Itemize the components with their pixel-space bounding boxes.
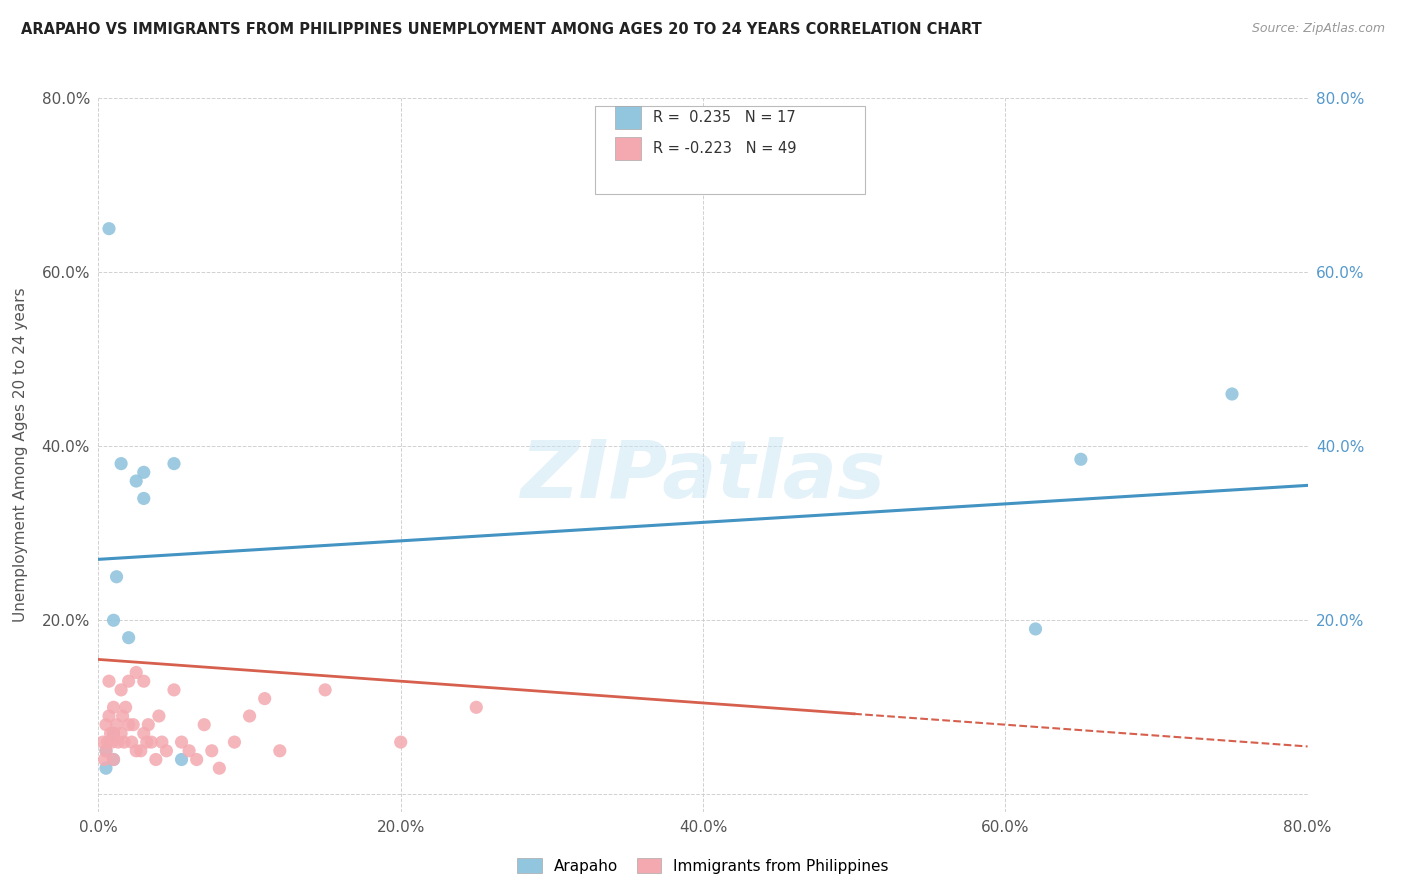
Point xyxy=(132,491,155,506)
Point xyxy=(1024,622,1046,636)
Point xyxy=(118,631,141,645)
Text: R = -0.223   N = 49: R = -0.223 N = 49 xyxy=(654,141,797,156)
Point xyxy=(136,717,159,731)
Point xyxy=(269,744,291,758)
Y-axis label: Unemployment Among Ages 20 to 24 years: Unemployment Among Ages 20 to 24 years xyxy=(13,287,28,623)
Point xyxy=(121,735,143,749)
Point xyxy=(314,682,336,697)
Point xyxy=(94,744,117,758)
Point xyxy=(141,735,163,749)
Point xyxy=(98,709,121,723)
Point xyxy=(253,691,276,706)
Point xyxy=(91,735,114,749)
Point xyxy=(111,709,134,723)
Point xyxy=(132,674,155,689)
Point xyxy=(103,726,125,740)
Point xyxy=(105,717,128,731)
Point xyxy=(208,761,231,775)
Point xyxy=(201,744,224,758)
Point xyxy=(129,744,152,758)
Point xyxy=(163,457,186,471)
Point xyxy=(103,752,125,766)
Point xyxy=(170,752,193,766)
Point xyxy=(145,752,167,766)
Point xyxy=(93,752,115,766)
Point xyxy=(94,717,117,731)
Point xyxy=(103,613,125,627)
Point xyxy=(125,744,148,758)
Point xyxy=(163,682,186,697)
Point xyxy=(94,744,117,758)
Point xyxy=(155,744,177,758)
Point xyxy=(107,735,129,749)
Point xyxy=(186,752,208,766)
Point xyxy=(103,726,125,740)
Point xyxy=(118,717,141,731)
Point xyxy=(100,726,122,740)
Point xyxy=(465,700,488,714)
Text: Source: ZipAtlas.com: Source: ZipAtlas.com xyxy=(1251,22,1385,36)
Point xyxy=(148,709,170,723)
Point xyxy=(125,474,148,488)
Point xyxy=(110,457,132,471)
Point xyxy=(112,735,135,749)
Point xyxy=(98,221,121,235)
Point xyxy=(150,735,173,749)
FancyBboxPatch shape xyxy=(595,106,865,194)
Point xyxy=(1220,387,1243,401)
Point xyxy=(193,717,215,731)
Point xyxy=(122,717,145,731)
Point xyxy=(170,735,193,749)
Point xyxy=(103,752,125,766)
Point xyxy=(98,674,121,689)
Point xyxy=(179,744,201,758)
FancyBboxPatch shape xyxy=(614,106,641,128)
Point xyxy=(132,726,155,740)
Point xyxy=(239,709,262,723)
Point xyxy=(94,761,117,775)
Text: R =  0.235   N = 17: R = 0.235 N = 17 xyxy=(654,110,796,125)
Legend: Arapaho, Immigrants from Philippines: Arapaho, Immigrants from Philippines xyxy=(512,852,894,880)
Point xyxy=(114,700,136,714)
Point xyxy=(1070,452,1092,467)
Point xyxy=(125,665,148,680)
Point xyxy=(118,674,141,689)
Point xyxy=(389,735,412,749)
Point xyxy=(110,682,132,697)
Point xyxy=(96,735,118,749)
FancyBboxPatch shape xyxy=(614,137,641,161)
Point xyxy=(132,466,155,480)
Text: ZIPatlas: ZIPatlas xyxy=(520,437,886,516)
Point xyxy=(101,735,124,749)
Point xyxy=(135,735,157,749)
Point xyxy=(105,570,128,584)
Point xyxy=(110,726,132,740)
Text: ARAPAHO VS IMMIGRANTS FROM PHILIPPINES UNEMPLOYMENT AMONG AGES 20 TO 24 YEARS CO: ARAPAHO VS IMMIGRANTS FROM PHILIPPINES U… xyxy=(21,22,981,37)
Point xyxy=(224,735,246,749)
Point xyxy=(103,700,125,714)
